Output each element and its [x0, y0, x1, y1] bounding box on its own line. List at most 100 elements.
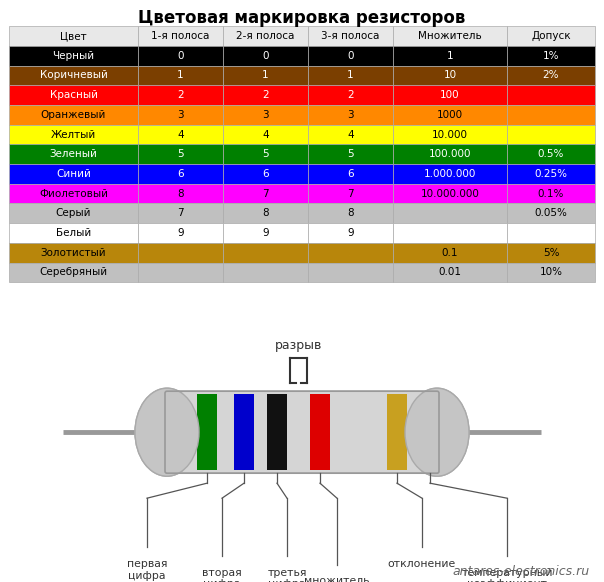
Bar	[393, 86, 507, 105]
Bar	[138, 86, 223, 105]
Text: 4: 4	[262, 130, 269, 140]
Bar	[9, 223, 138, 243]
Text: antares-electronics.ru: antares-electronics.ru	[453, 565, 590, 578]
Bar	[223, 26, 308, 46]
Text: 2: 2	[347, 90, 354, 100]
Text: Красный: Красный	[50, 90, 97, 100]
Bar	[9, 184, 138, 204]
Text: отклонение: отклонение	[388, 559, 456, 569]
Bar	[267, 394, 287, 470]
Text: 8: 8	[262, 208, 269, 218]
Text: 8: 8	[347, 208, 354, 218]
Text: 3: 3	[262, 110, 269, 120]
Bar	[308, 105, 393, 125]
Bar	[223, 184, 308, 204]
Bar	[308, 66, 393, 86]
Bar	[223, 66, 308, 86]
Text: Оранжевый: Оранжевый	[41, 110, 106, 120]
Text: 2%: 2%	[543, 70, 559, 80]
Text: 3-я полоса: 3-я полоса	[321, 31, 379, 41]
Text: 2-я полоса: 2-я полоса	[236, 31, 295, 41]
Bar	[393, 105, 507, 125]
Bar	[138, 184, 223, 204]
Text: 1: 1	[446, 51, 453, 61]
Bar	[9, 86, 138, 105]
Bar	[393, 164, 507, 184]
Bar	[310, 394, 330, 470]
FancyBboxPatch shape	[165, 391, 439, 473]
Bar	[420, 394, 440, 470]
Bar	[393, 243, 507, 262]
Text: 8: 8	[177, 189, 184, 198]
Text: 100: 100	[440, 90, 460, 100]
Text: 9: 9	[262, 228, 269, 238]
Text: 0: 0	[262, 51, 269, 61]
Text: 3: 3	[347, 110, 354, 120]
Text: 10%: 10%	[539, 267, 562, 278]
Bar	[393, 204, 507, 223]
Bar	[393, 184, 507, 204]
Text: 1000: 1000	[437, 110, 463, 120]
Text: 1: 1	[262, 70, 269, 80]
Bar	[507, 46, 595, 66]
Bar	[223, 164, 308, 184]
Bar	[223, 125, 308, 144]
Text: 1: 1	[177, 70, 184, 80]
Text: 5: 5	[262, 149, 269, 159]
Text: 0.01: 0.01	[439, 267, 461, 278]
Bar	[308, 223, 393, 243]
Bar	[197, 394, 217, 470]
Bar	[223, 105, 308, 125]
Text: 10.000.000: 10.000.000	[420, 189, 480, 198]
Bar	[308, 86, 393, 105]
Bar	[223, 144, 308, 164]
Bar	[393, 125, 507, 144]
Bar	[9, 26, 138, 46]
Text: 100.000: 100.000	[429, 149, 471, 159]
Bar	[9, 243, 138, 262]
Ellipse shape	[135, 388, 199, 476]
Bar	[308, 262, 393, 282]
Bar	[507, 144, 595, 164]
Text: 6: 6	[177, 169, 184, 179]
Text: Зеленый: Зеленый	[50, 149, 97, 159]
Text: множитель: множитель	[304, 576, 370, 582]
Bar	[234, 394, 254, 470]
Bar	[507, 243, 595, 262]
Text: 7: 7	[262, 189, 269, 198]
Bar	[387, 394, 407, 470]
Text: 2: 2	[262, 90, 269, 100]
Ellipse shape	[405, 388, 469, 476]
Text: 9: 9	[177, 228, 184, 238]
Text: 0.25%: 0.25%	[535, 169, 568, 179]
Text: 0.5%: 0.5%	[538, 149, 564, 159]
Text: Желтый: Желтый	[51, 130, 96, 140]
Text: Фиолетовый: Фиолетовый	[39, 189, 108, 198]
Bar	[9, 204, 138, 223]
Bar	[308, 125, 393, 144]
Bar	[308, 184, 393, 204]
Bar	[138, 26, 223, 46]
Bar	[223, 223, 308, 243]
Bar	[223, 46, 308, 66]
Text: 5: 5	[347, 149, 354, 159]
Text: первая
цифра: первая цифра	[127, 559, 167, 581]
Bar	[223, 86, 308, 105]
Text: 5: 5	[177, 149, 184, 159]
Text: 0: 0	[347, 51, 353, 61]
Text: Допуск: Допуск	[531, 31, 571, 41]
Text: Множитель: Множитель	[418, 31, 482, 41]
Text: 1: 1	[347, 70, 354, 80]
Bar	[138, 262, 223, 282]
Text: 6: 6	[262, 169, 269, 179]
Bar	[138, 105, 223, 125]
Bar	[393, 262, 507, 282]
Text: разрыв: разрыв	[275, 339, 322, 352]
Text: Серебряный: Серебряный	[39, 267, 108, 278]
Bar	[308, 46, 393, 66]
Bar	[308, 144, 393, 164]
Bar	[393, 46, 507, 66]
Bar	[308, 26, 393, 46]
Bar	[393, 223, 507, 243]
Bar	[223, 262, 308, 282]
